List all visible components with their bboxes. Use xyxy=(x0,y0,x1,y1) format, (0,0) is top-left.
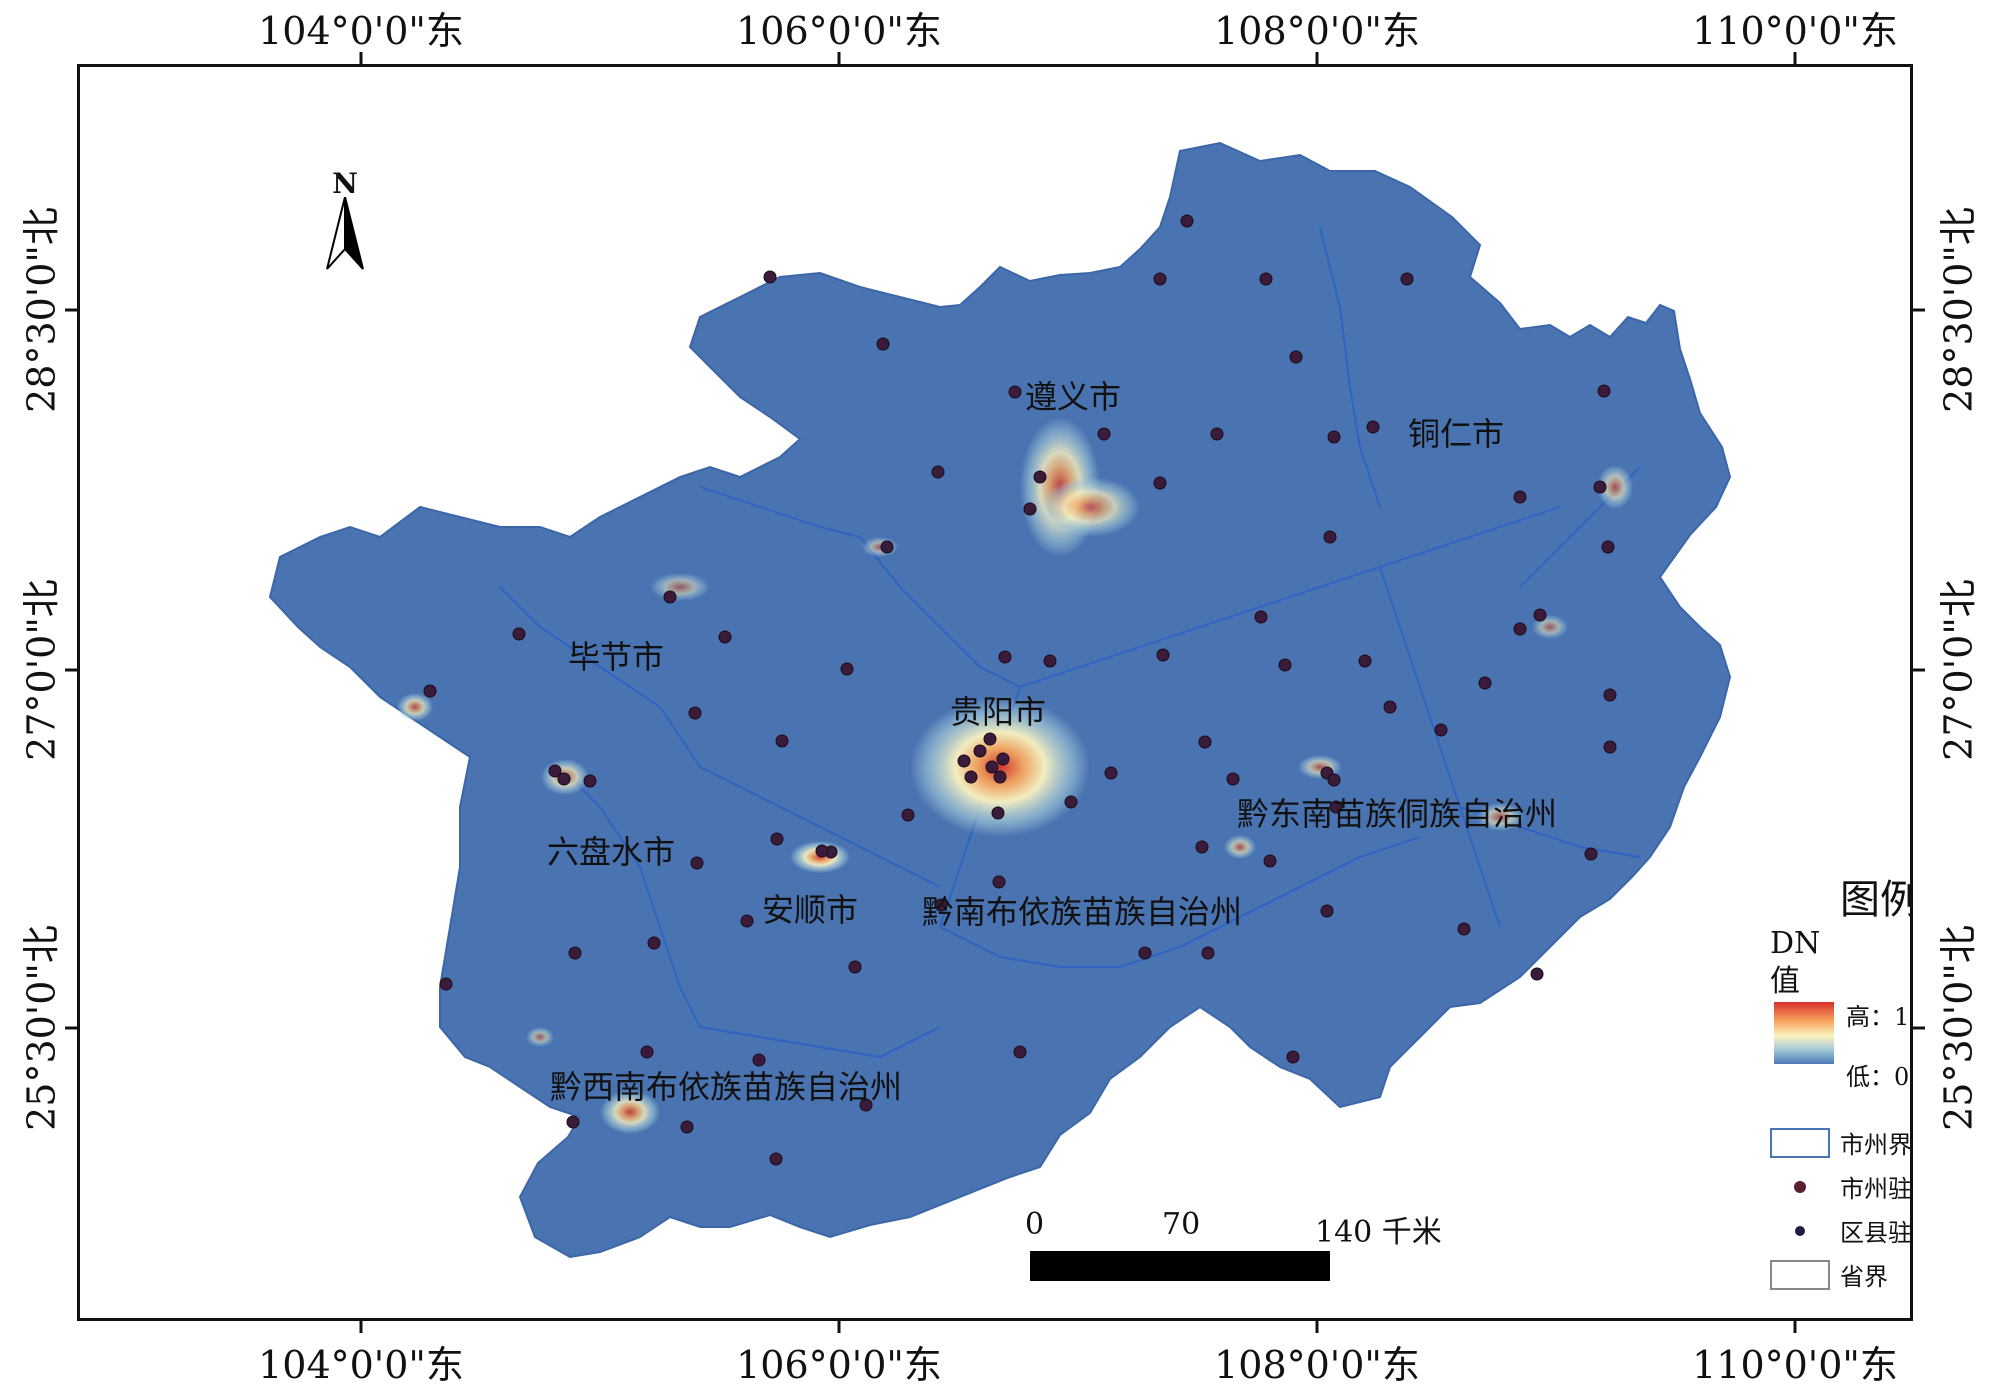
legend-item-city-boundary: 市州界 xyxy=(1770,1125,1910,1160)
north-label: N xyxy=(332,167,358,200)
scale-bar: 0 70 140 千米 xyxy=(1025,1207,1442,1281)
left-lat-label-27: 27°0'0"北 xyxy=(19,579,64,761)
right-lat-label-25-30: 25°30'0"北 xyxy=(1936,925,1981,1131)
map-frame: N 遵义市 铜仁市 毕节市 贵阳市 六盘水市 黔东南苗族侗族自治州 安顺市 黔南… xyxy=(77,64,1913,1321)
scale-label-0: 0 xyxy=(1025,1207,1045,1242)
region-label-anshun: 安顺市 xyxy=(762,891,859,929)
top-lon-label-106: 106°0'0"东 xyxy=(736,9,942,53)
left-lat-label-25-30: 25°30'0"北 xyxy=(19,925,64,1131)
scale-label-70: 70 xyxy=(1162,1207,1201,1242)
legend-field-label: DN值 xyxy=(1770,926,1821,999)
legend-item-province-boundary: 省界 xyxy=(1770,1257,1888,1292)
region-label-qianxinan: 黔西南布依族苗族自治州 xyxy=(550,1068,903,1106)
night-light-glows xyxy=(397,417,1633,1134)
bottom-lon-label-110: 110°0'0"东 xyxy=(1692,1343,1898,1387)
bottom-lon-label-106: 106°0'0"东 xyxy=(736,1343,942,1387)
legend-item-county-seat: 区县驻地 xyxy=(1770,1213,1910,1248)
bottom-lon-label-104: 104°0'0"东 xyxy=(258,1343,464,1387)
seat-points xyxy=(423,214,1617,1166)
legend-high-label: 高：108.26 xyxy=(1846,1003,1910,1031)
city-boundary-swatch-icon xyxy=(1770,1127,1830,1158)
top-lon-label-110: 110°0'0"东 xyxy=(1692,9,1898,53)
legend-title: 图例 xyxy=(1840,877,1913,923)
province-boundary-swatch-icon xyxy=(1770,1259,1830,1290)
top-lon-label-108: 108°0'0"东 xyxy=(1214,9,1420,53)
city-seat-dot-icon xyxy=(1770,1172,1830,1202)
legend-color-ramp xyxy=(1774,1002,1834,1064)
right-lat-label-27: 27°0'0"北 xyxy=(1936,579,1981,761)
right-lat-label-28-30: 28°30'0"北 xyxy=(1936,207,1981,413)
region-label-guiyang: 贵阳市 xyxy=(950,693,1047,731)
city-boundaries xyxy=(499,226,1641,1059)
left-lat-label-28-30: 28°30'0"北 xyxy=(19,207,64,413)
legend-low-label: 低：0 xyxy=(1846,1063,1910,1091)
bottom-lon-label-108: 108°0'0"东 xyxy=(1214,1343,1420,1387)
region-label-qiannan: 黔南布依族苗族自治州 xyxy=(922,893,1243,931)
north-arrow-icon xyxy=(326,197,364,270)
region-label-qiandongnan: 黔东南苗族侗族自治州 xyxy=(1237,795,1558,833)
region-label-liupanshui: 六盘水市 xyxy=(547,833,676,871)
region-label-zunyi: 遵义市 xyxy=(1025,378,1122,416)
scale-bar-rect xyxy=(1030,1251,1330,1281)
county-seat-dot-icon xyxy=(1770,1216,1830,1246)
legend-item-city-seat: 市州驻地 xyxy=(1770,1169,1910,1204)
map-canvas xyxy=(268,141,1732,1259)
region-label-tongren: 铜仁市 xyxy=(1408,415,1505,453)
scale-label-140: 140 千米 xyxy=(1315,1215,1442,1250)
region-label-bijie: 毕节市 xyxy=(568,638,665,676)
north-arrow: N xyxy=(315,167,375,277)
top-lon-label-104: 104°0'0"东 xyxy=(258,9,464,53)
